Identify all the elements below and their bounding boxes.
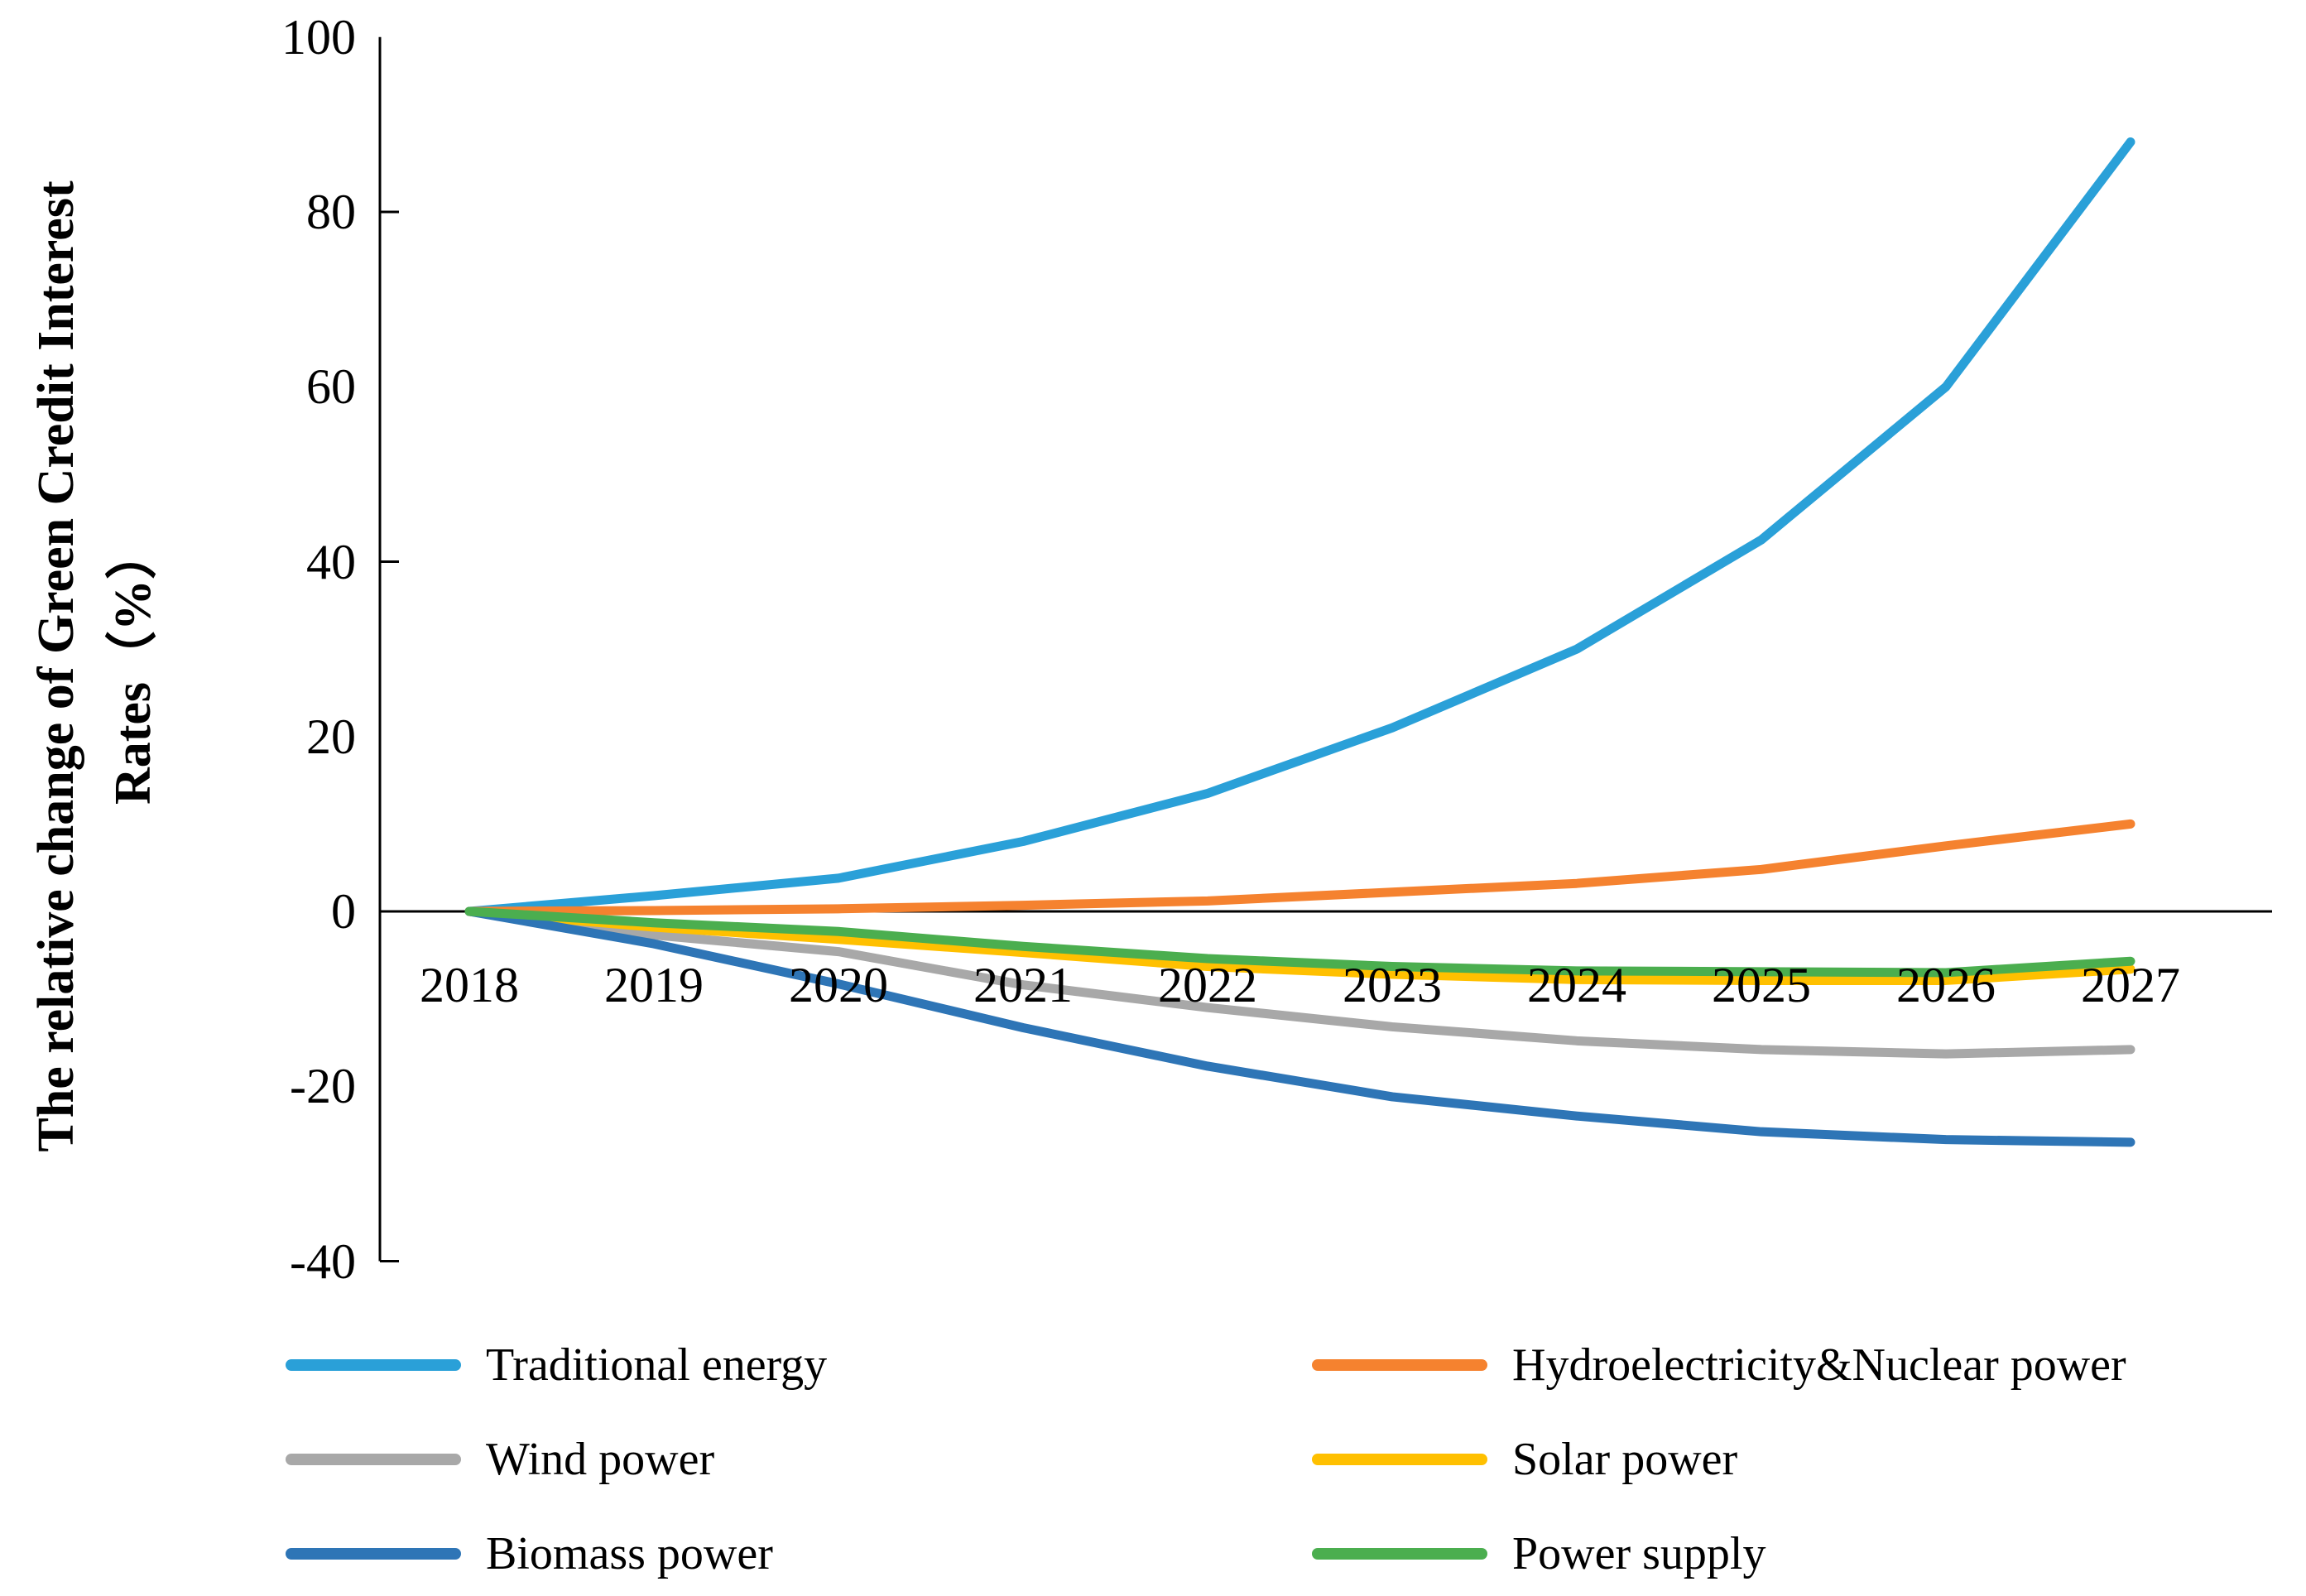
y-tick-label-40: 40 bbox=[306, 534, 356, 589]
series-line-biomass-power bbox=[464, 906, 2135, 1147]
y-tick-label-20: 20 bbox=[306, 709, 356, 764]
series-line-power-supply bbox=[464, 906, 2135, 978]
series-line-hydroelectricity-nuclear-power bbox=[464, 819, 2135, 916]
y-axis-title: The relative change of Green Credit Inte… bbox=[0, 37, 190, 1296]
legend-item-wind-power: Wind power bbox=[286, 1429, 1312, 1490]
legend-label: Power supply bbox=[1512, 1528, 1766, 1579]
legend-item-biomass-power: Biomass power bbox=[286, 1523, 1312, 1584]
legend-item-traditional-energy: Traditional energy bbox=[286, 1334, 1312, 1396]
y-axis-title-line2: Rates（%） bbox=[105, 527, 161, 805]
legend-item-hydroelectricity-nuclear-power: Hydroelectricity&Nuclear power bbox=[1312, 1334, 2126, 1396]
x-tick-label-2019: 2019 bbox=[604, 958, 704, 1012]
legend-swatch-icon bbox=[286, 1548, 461, 1560]
legend: Traditional energy Wind power Biomass powe… bbox=[286, 1334, 2126, 1584]
legend-label: Traditional energy bbox=[486, 1339, 828, 1391]
x-tick-label-2024: 2024 bbox=[1527, 958, 1626, 1012]
x-tick-label-2022: 2022 bbox=[1158, 958, 1257, 1012]
legend-label: Wind power bbox=[486, 1434, 715, 1485]
legend-swatch-icon bbox=[286, 1359, 461, 1371]
legend-swatch-icon bbox=[286, 1454, 461, 1465]
x-tick-label-2020: 2020 bbox=[789, 958, 888, 1012]
legend-swatch-icon bbox=[1312, 1548, 1487, 1560]
series-line-traditional-energy bbox=[464, 137, 2135, 916]
y-tick-label-60: 60 bbox=[306, 359, 356, 415]
y-tick-label--40: -40 bbox=[290, 1233, 356, 1289]
x-tick-label-2018: 2018 bbox=[420, 958, 519, 1012]
y-tick-label-0: 0 bbox=[331, 884, 356, 939]
legend-item-power-supply: Power supply bbox=[1312, 1523, 2126, 1584]
x-tick-label-2021: 2021 bbox=[973, 958, 1073, 1012]
series-line-solar-power bbox=[464, 906, 2135, 985]
x-tick-label-2027: 2027 bbox=[2081, 958, 2180, 1012]
y-tick-label-100: 100 bbox=[281, 9, 356, 65]
x-tick-label-2023: 2023 bbox=[1343, 958, 1442, 1012]
legend-swatch-icon bbox=[1312, 1359, 1487, 1371]
series-line-wind-power bbox=[464, 906, 2135, 1059]
legend-label: Solar power bbox=[1512, 1434, 1738, 1485]
y-axis-title-line1: The relative change of Green Credit Inte… bbox=[28, 180, 84, 1152]
y-tick-label--20: -20 bbox=[290, 1059, 356, 1114]
x-tick-label-2025: 2025 bbox=[1712, 958, 1811, 1012]
legend-swatch-icon bbox=[1312, 1454, 1487, 1465]
legend-label: Biomass power bbox=[486, 1528, 773, 1579]
legend-label: Hydroelectricity&Nuclear power bbox=[1512, 1339, 2126, 1391]
legend-item-solar-power: Solar power bbox=[1312, 1429, 2126, 1490]
x-tick-label-2026: 2026 bbox=[1896, 958, 1996, 1012]
y-tick-label-80: 80 bbox=[306, 185, 356, 239]
